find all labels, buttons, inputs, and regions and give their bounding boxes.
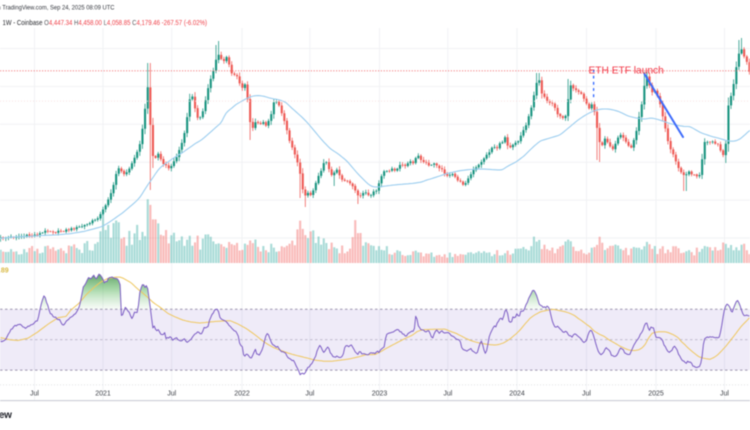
- svg-text:Jul: Jul: [582, 391, 591, 398]
- svg-text:2024: 2024: [509, 391, 525, 398]
- svg-text:Jul: Jul: [720, 391, 729, 398]
- svg-text:2025: 2025: [648, 391, 664, 398]
- svg-text:2023: 2023: [372, 391, 388, 398]
- svg-text:Jul: Jul: [443, 391, 452, 398]
- svg-text:Jul: Jul: [167, 391, 176, 398]
- svg-text:ETH ETF launch: ETH ETF launch: [589, 66, 664, 77]
- svg-text:h TradingView.com, Sep 24, 202: h TradingView.com, Sep 24, 2025 08:09 UT…: [0, 4, 115, 11]
- svg-text:ew: ew: [0, 410, 12, 421]
- svg-text:1.89: 1.89: [0, 268, 9, 275]
- svg-text:1W - Coinbase O4,447.34 H4,458: 1W - Coinbase O4,447.34 H4,458.00 L4,058…: [3, 18, 208, 27]
- svg-text:Jul: Jul: [305, 391, 314, 398]
- svg-text:2022: 2022: [234, 391, 250, 398]
- svg-text:Jul: Jul: [30, 391, 39, 398]
- svg-text:2021: 2021: [95, 391, 111, 398]
